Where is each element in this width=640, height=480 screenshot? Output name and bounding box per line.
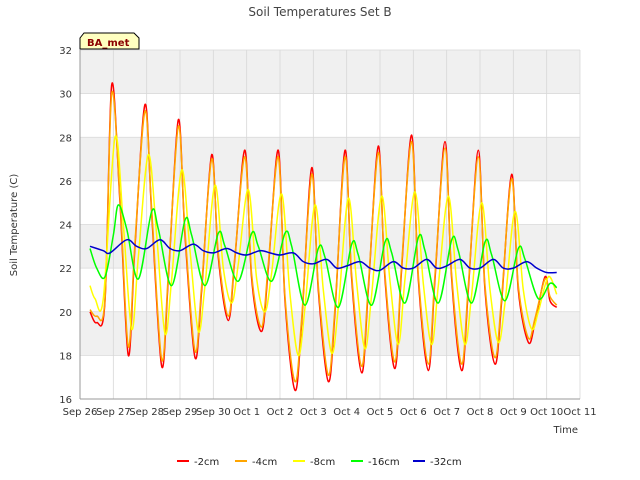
x-tick-label: Oct 1 <box>233 407 260 418</box>
axes <box>79 50 580 400</box>
station-label-background <box>79 32 140 50</box>
station-label: BA_met <box>87 38 130 49</box>
x-tick-label: Oct 4 <box>333 407 360 418</box>
plot-band <box>80 50 580 94</box>
chart-title: Soil Temperatures Set B <box>248 5 391 19</box>
x-tick-label: Oct 6 <box>400 407 427 418</box>
legend-item-2cm: -2cm <box>177 457 219 468</box>
y-tick-label: 32 <box>59 46 72 57</box>
x-tick-label: Sep 27 <box>96 407 131 418</box>
y-tick-label: 30 <box>59 90 72 101</box>
legend-label: -32cm <box>430 457 462 468</box>
x-tick-label: Sep 28 <box>129 407 164 418</box>
legend-label: -8cm <box>310 457 335 468</box>
x-tick-label: Oct 10 <box>530 407 563 418</box>
y-tick-label: 26 <box>59 177 72 188</box>
series-line-8cm <box>89 135 558 357</box>
y-tick-label: 24 <box>59 221 72 232</box>
legend-item-4cm: -4cm <box>235 457 277 468</box>
x-tick-label: Oct 5 <box>367 407 394 418</box>
x-tick-label: Oct 2 <box>267 407 294 418</box>
y-tick-label: 20 <box>59 308 72 319</box>
series-line-32cm <box>89 238 557 274</box>
series-line-16cm <box>89 204 558 309</box>
legend-item-8cm: -8cm <box>293 457 335 468</box>
x-tick-label: Oct 3 <box>300 407 327 418</box>
x-axis-title: Time <box>553 425 578 436</box>
y-tick-labels: 16 18 20 22 24 26 28 30 32 <box>59 46 72 406</box>
y-tick-label: 28 <box>59 133 72 144</box>
legend-label: -4cm <box>252 457 277 468</box>
y-axis-title: Soil Temperature (C) <box>9 174 20 277</box>
x-tick-label: Sep 26 <box>63 407 98 418</box>
legend-label: -2cm <box>194 457 219 468</box>
x-tick-label: Sep 29 <box>163 407 198 418</box>
legend-item-32cm: -32cm <box>413 457 462 468</box>
x-tick-label: Oct 9 <box>500 407 527 418</box>
legend-label: -16cm <box>368 457 400 468</box>
x-tick-label: Sep 30 <box>196 407 231 418</box>
plot-band <box>80 137 580 181</box>
y-tick-label: 22 <box>59 264 72 275</box>
legend: -2cm -4cm -8cm -16cm -32cm <box>177 457 462 468</box>
x-tick-label: Oct 8 <box>467 407 494 418</box>
y-tick-label: 16 <box>59 395 72 406</box>
y-tick-label: 18 <box>59 351 72 362</box>
x-tick-label: Oct 7 <box>433 407 460 418</box>
series-lines <box>89 82 558 392</box>
station-label-box: BA_met <box>79 32 140 50</box>
x-tick-label: Oct 11 <box>563 407 596 418</box>
series-line-4cm <box>89 90 558 383</box>
legend-item-16cm: -16cm <box>351 457 400 468</box>
